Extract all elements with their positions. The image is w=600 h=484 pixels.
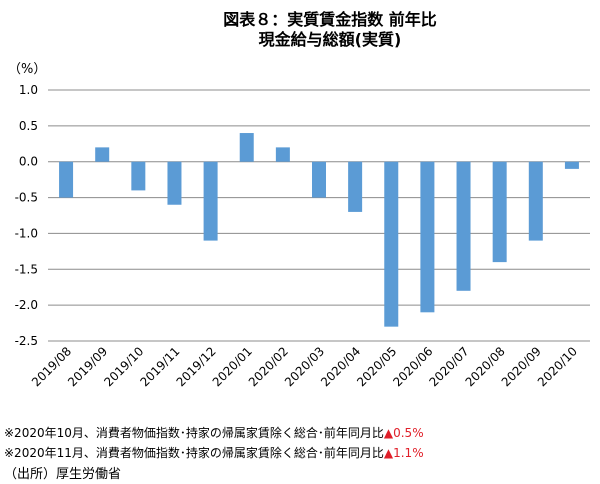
bar — [59, 161, 74, 198]
y-tick-label: 0.0 — [19, 155, 38, 169]
bar — [312, 161, 326, 198]
bar — [167, 161, 182, 205]
chart-title: 図表８：実質賃金指数 前年比 — [223, 10, 437, 29]
bar — [348, 161, 363, 212]
bar — [456, 161, 471, 291]
bar — [203, 161, 218, 241]
y-tick-label: -1.5 — [15, 262, 38, 276]
bar — [528, 161, 543, 241]
bar — [95, 147, 110, 162]
source-note: （出所）厚生労働省 — [4, 467, 122, 482]
footnote-1-text: ※2020年10月、消費者物価指数･持家の帰属家賃除く総合･前年同月比 — [4, 426, 384, 440]
y-tick-label: -0.5 — [15, 191, 38, 205]
footnote-1-value: ▲0.5% — [383, 426, 424, 440]
bar — [131, 161, 146, 191]
footnote-1: ※2020年10月、消費者物価指数･持家の帰属家賃除く総合･前年同月比▲0.5% — [4, 424, 424, 441]
bar — [239, 133, 254, 162]
bar-chart: 1.00.50.0-0.5-1.0-1.5-2.0-2.52019/082019… — [15, 83, 590, 389]
y-tick-label: -2.0 — [15, 298, 38, 312]
bar — [275, 147, 290, 162]
chart-subtitle: 現金給与総額(実質) — [258, 30, 402, 49]
footnote-2-value: ▲1.1% — [383, 446, 424, 460]
y-tick-label: -2.5 — [15, 334, 38, 348]
bar — [384, 161, 399, 327]
y-axis-unit-label: （%） — [8, 62, 47, 77]
bar — [420, 161, 435, 313]
y-tick-label: -1.0 — [15, 226, 38, 240]
y-tick-label: 0.5 — [19, 119, 38, 133]
bar — [492, 161, 507, 263]
y-tick-label: 1.0 — [19, 83, 38, 97]
footnote-2-text: ※2020年11月、消費者物価指数･持家の帰属家賃除く総合･前年同月比 — [4, 446, 384, 460]
footnote-2: ※2020年11月、消費者物価指数･持家の帰属家賃除く総合･前年同月比▲1.1% — [4, 444, 424, 461]
bar — [564, 161, 579, 169]
x-tick-label: 2020/10 — [535, 344, 580, 389]
